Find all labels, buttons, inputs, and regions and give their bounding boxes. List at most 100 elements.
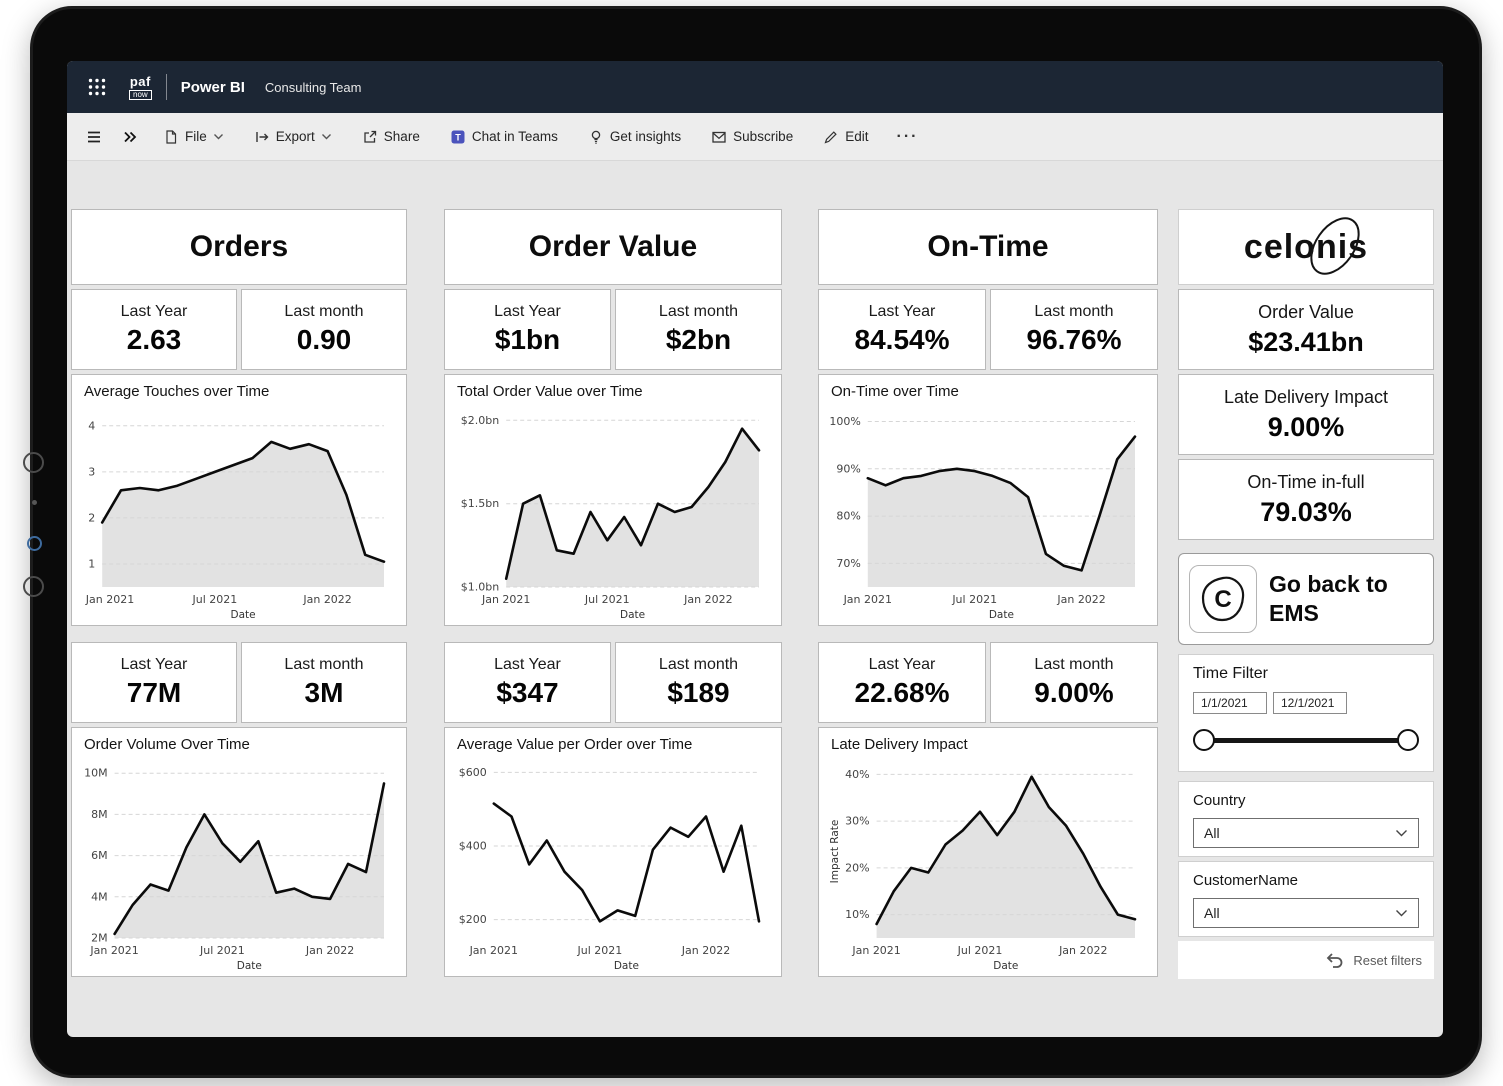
slider-handle-start[interactable] (1193, 729, 1215, 751)
order-volume-line-chart: 2M 4M 6M 8M 10M Jan 2021 Jul 2021 Jan 2022 Date (82, 755, 398, 977)
svg-text:3: 3 (88, 465, 95, 478)
svg-text:Jan 2021: Jan 2021 (851, 944, 900, 957)
workspace-name: Consulting Team (264, 79, 362, 95)
svg-text:Jan 2022: Jan 2022 (681, 944, 730, 957)
chart-svg: $1.0bn $1.5bn $2.0bn Jan 2021 Jul 2021 Jan 20… (461, 414, 761, 621)
svg-text:10M: 10M (84, 767, 108, 780)
svg-text:Date: Date (614, 960, 639, 972)
share-button[interactable]: Share (360, 125, 422, 149)
svg-text:Date: Date (620, 609, 645, 621)
expand-pane-icon[interactable] (121, 129, 139, 145)
country-filter-dropdown[interactable]: All (1193, 818, 1419, 848)
average-touches-line-chart: 1 2 3 4 Jan 2021 Jul 2021 Jan 2022 Date (82, 402, 398, 626)
edit-button[interactable]: Edit (821, 125, 870, 149)
svg-text:Jul 2021: Jul 2021 (192, 593, 238, 606)
svg-text:Jan 2022: Jan 2022 (302, 593, 351, 606)
svg-text:1: 1 (88, 558, 95, 571)
time-range-slider[interactable] (1193, 727, 1419, 753)
kpi-value: $189 (667, 677, 730, 708)
stat-label: On-Time in-full (1247, 471, 1365, 492)
kpi-card: Last Year $1bn (444, 289, 611, 370)
svg-text:Jul 2021: Jul 2021 (199, 944, 245, 957)
kpi-label: Last Year (494, 656, 561, 673)
report-canvas: Orders Last Year 2.63 Last month 0.90 (67, 161, 1443, 979)
kpi-value: 9.00% (1034, 677, 1114, 708)
svg-text:40%: 40% (845, 768, 869, 781)
kpi-value: 3M (304, 677, 344, 708)
order-value-column: Order Value Last Year $1bn Last month $2… (444, 209, 782, 977)
pencil-icon (824, 130, 837, 143)
ems-label-line1: Go back to (1269, 571, 1388, 598)
get-insights-button[interactable]: Get insights (586, 125, 683, 149)
svg-text:$1.5bn: $1.5bn (461, 497, 499, 510)
more-options-button[interactable]: ··· (896, 127, 919, 145)
on-time-bottom-kpi-row: Last Year 22.68% Last month 9.00% (818, 642, 1158, 723)
kpi-label: Last Year (120, 656, 188, 673)
svg-text:2M: 2M (91, 932, 108, 945)
kpi-value: 0.90 (296, 324, 352, 355)
chevron-down-icon (213, 133, 223, 139)
end-date-input[interactable]: 12/1/2021 (1273, 692, 1347, 714)
kpi-card: Last month $2bn (615, 289, 782, 370)
celonis-logo-card: celonis (1178, 209, 1434, 285)
chart-title: Average Value per Order over Time (457, 736, 693, 753)
top-navigation-bar: paf now Power BI Consulting Team (67, 61, 1443, 113)
tablet-side-button (27, 536, 42, 551)
chat-in-teams-button[interactable]: T Chat in Teams (448, 125, 560, 149)
time-filter-card: Time Filter 1/1/2021 12/1/2021 (1178, 654, 1434, 772)
svg-text:$2.0bn: $2.0bn (461, 414, 499, 427)
svg-text:10%: 10% (845, 908, 869, 921)
app-title: Power BI (180, 78, 245, 96)
time-filter-label: Time Filter (1193, 665, 1268, 682)
order-value-title-card: Order Value (444, 209, 782, 285)
chevron-down-icon (1396, 829, 1407, 836)
get-insights-label: Get insights (609, 129, 682, 144)
customer-filter-value: All (1204, 905, 1220, 921)
file-menu[interactable]: File (161, 125, 226, 149)
customer-filter-dropdown[interactable]: All (1193, 898, 1419, 928)
country-filter-card: Country All (1178, 781, 1434, 857)
svg-text:Jan 2021: Jan 2021 (85, 593, 134, 606)
svg-text:6M: 6M (91, 849, 108, 862)
subscribe-button[interactable]: Subscribe (709, 125, 795, 149)
menu-icon[interactable] (85, 129, 103, 145)
kpi-value: $347 (496, 677, 559, 708)
chart-title: Order Volume Over Time (84, 736, 250, 753)
celonis-bean-icon: C (1189, 565, 1257, 633)
kpi-card: Last Year 77M (71, 642, 237, 723)
app-launcher-icon[interactable] (87, 77, 107, 97)
svg-text:100%: 100% (829, 415, 860, 428)
export-label: Export (275, 129, 315, 144)
kpi-card: Last Year $347 (444, 642, 611, 723)
go-back-to-ems-button[interactable]: C Go back to EMS (1178, 553, 1434, 645)
slider-handle-end[interactable] (1397, 729, 1419, 751)
kpi-value: 77M (126, 677, 182, 708)
orders-top-kpi-row: Last Year 2.63 Last month 0.90 (71, 289, 407, 370)
subscribe-label: Subscribe (733, 129, 794, 144)
svg-text:4: 4 (88, 419, 95, 432)
svg-text:4M: 4M (91, 890, 108, 903)
chart-svg: 2M 4M 6M 8M 10M Jan 2021 Jul 2021 Jan 2022 Date (84, 767, 386, 972)
kpi-label: Last Year (120, 303, 188, 320)
order-volume-chart-card: Order Volume Over Time 2M 4M 6M 8M 10M Jan 20… (71, 727, 407, 977)
kpi-value: $1bn (494, 324, 561, 355)
start-date-input[interactable]: 1/1/2021 (1193, 692, 1267, 714)
kpi-value: 22.68% (854, 677, 950, 708)
column-title: Order Value (528, 230, 698, 263)
svg-text:Jan 2022: Jan 2022 (305, 944, 354, 957)
kpi-card: Last month $189 (615, 642, 782, 723)
celonis-logo-text: celonis (1243, 227, 1369, 266)
svg-text:Jan 2022: Jan 2022 (1056, 593, 1105, 606)
kpi-label: Last month (284, 656, 364, 673)
on-time-title-card: On-Time (818, 209, 1158, 285)
share-icon (364, 130, 376, 143)
reset-filters-icon[interactable] (1325, 950, 1345, 970)
svg-text:$200: $200 (459, 913, 487, 926)
reset-filters-button[interactable]: Reset filters (1353, 952, 1422, 968)
export-menu[interactable]: Export (252, 125, 334, 149)
kpi-card: Last Year 2.63 (71, 289, 237, 370)
kpi-label: Last month (658, 656, 739, 673)
kpi-label: Last Year (494, 303, 561, 320)
orders-column: Orders Last Year 2.63 Last month 0.90 (71, 209, 407, 977)
